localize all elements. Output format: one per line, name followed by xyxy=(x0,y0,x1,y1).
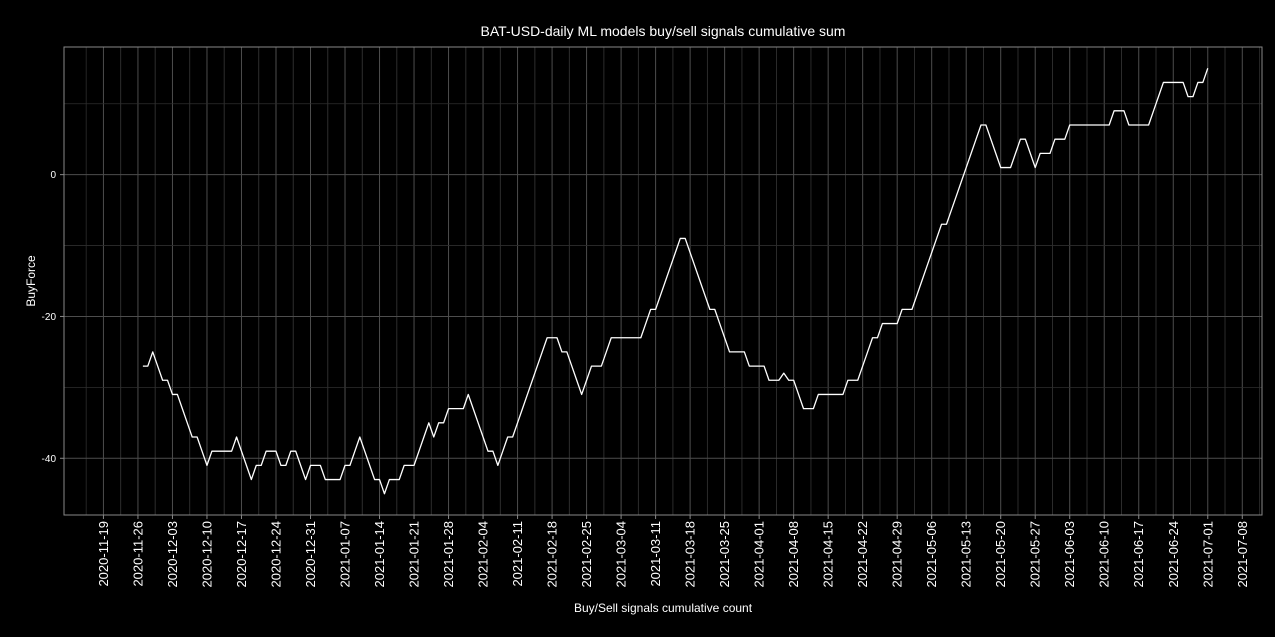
x-tick-label: 2021-05-06 xyxy=(924,521,939,588)
x-tick-label: 2021-06-24 xyxy=(1166,521,1181,588)
x-tick-label: 2021-05-13 xyxy=(959,521,974,588)
x-tick-label: 2020-12-17 xyxy=(234,521,249,588)
x-tick-label: 2021-03-11 xyxy=(648,521,663,587)
y-tick-label: -20 xyxy=(42,312,57,323)
x-tick-label: 2021-06-10 xyxy=(1097,521,1112,588)
x-tick-label: 2020-11-19 xyxy=(96,521,111,587)
x-tick-label: 2021-03-18 xyxy=(683,521,698,588)
x-tick-label: 2021-02-25 xyxy=(579,521,594,588)
x-tick-label: 2020-12-03 xyxy=(165,521,180,588)
x-tick-label: 2021-01-21 xyxy=(407,521,422,588)
x-tick-label: 2021-01-07 xyxy=(338,521,353,588)
x-tick-label: 2020-12-24 xyxy=(268,521,283,588)
x-tick-label: 2021-06-03 xyxy=(1062,521,1077,588)
x-tick-label: 2021-02-18 xyxy=(545,521,560,588)
x-tick-label: 2021-04-29 xyxy=(890,521,905,588)
series-line xyxy=(142,68,1209,495)
x-tick-label: 2021-04-15 xyxy=(821,521,836,588)
x-tick-label: 2021-03-04 xyxy=(614,521,629,588)
x-tick-label: 2021-04-08 xyxy=(786,521,801,588)
x-tick-label: 2021-07-01 xyxy=(1200,521,1215,588)
x-tick-label: 2021-07-08 xyxy=(1235,521,1250,588)
plot-panel-border xyxy=(63,46,1263,516)
x-tick-label: 2021-01-28 xyxy=(441,521,456,588)
x-tick-label: 2021-02-04 xyxy=(476,521,491,588)
x-tick-label: 2021-02-11 xyxy=(510,521,525,587)
y-axis-ticks: 0 -20 -40 xyxy=(42,170,64,465)
x-axis-ticks: 2020-11-19 2020-11-26 2020-12-03 2020-12-10… xyxy=(96,515,1250,588)
y-tick-label: -40 xyxy=(42,454,57,465)
chart-title: BAT-USD-daily ML models buy/sell signals… xyxy=(481,23,846,39)
x-tick-label: 2021-03-25 xyxy=(717,521,732,588)
x-tick-label: 2021-04-01 xyxy=(752,521,767,588)
grid xyxy=(64,47,1262,515)
x-tick-label: 2020-11-26 xyxy=(130,521,145,587)
x-tick-label: 2020-12-31 xyxy=(303,521,318,588)
y-axis-label: BuyForce xyxy=(24,255,38,307)
x-tick-label: 2021-04-22 xyxy=(855,521,870,588)
x-tick-label: 2021-05-27 xyxy=(1028,521,1043,588)
y-tick-label: 0 xyxy=(50,170,56,181)
x-tick-label: 2021-01-14 xyxy=(372,521,387,588)
x-tick-label: 2020-12-10 xyxy=(199,521,214,588)
x-tick-label: 2021-05-20 xyxy=(993,521,1008,588)
x-tick-label: 2021-06-17 xyxy=(1131,521,1146,588)
x-axis-label: Buy/Sell signals cumulative count xyxy=(574,601,753,615)
